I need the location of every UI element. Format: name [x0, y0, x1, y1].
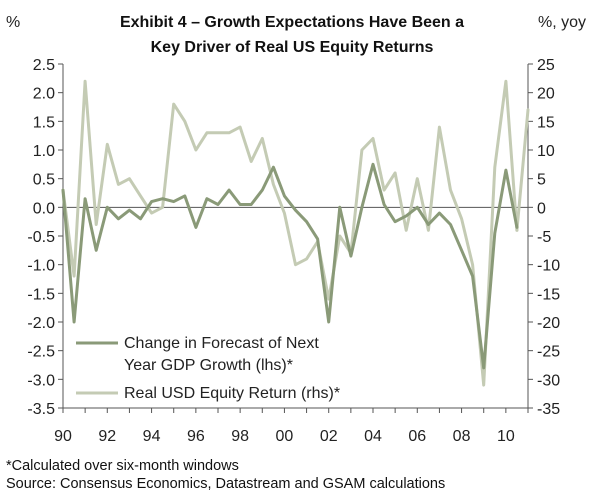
gdp-forecast-line [61, 162, 519, 370]
x-tick-label: 00 [276, 428, 294, 445]
left-tick-label: -3.5 [27, 401, 55, 418]
left-tick-label: -2.0 [27, 315, 55, 332]
right-tick-label: -15 [537, 286, 560, 303]
right-tick-label: 20 [537, 86, 555, 103]
right-tick-label: 5 [537, 172, 546, 189]
x-tick-label: 94 [143, 428, 161, 445]
legend-label-equity: Real USD Equity Return (rhs)* [124, 385, 340, 402]
left-tick-label: 1.0 [33, 143, 55, 160]
right-axis-unit: %, yoy [538, 14, 586, 31]
right-tick-label: 25 [537, 57, 555, 74]
left-tick-label: 2.5 [33, 57, 55, 74]
left-tick-labels: 2.5 2.0 1.5 1.0 0.5 0.0 -0.5 -1.0 -1.5 -2.0 -2.5 -3… [27, 57, 55, 418]
x-tick-label: 10 [497, 428, 515, 445]
left-tick-label: 0.5 [33, 172, 55, 189]
chart: Exhibit 4 – Growth Expectations Have Bee… [6, 14, 586, 445]
right-tick-label: -25 [537, 344, 560, 361]
right-tick-label: -10 [537, 258, 560, 275]
legend: Change in Forecast of Next Year GDP Grow… [76, 335, 340, 402]
right-tick-label: 0 [537, 200, 546, 217]
chart-title-line-2: Key Driver of Real US Equity Returns [151, 39, 434, 56]
right-tick-label: 15 [537, 114, 555, 131]
x-tick-label: 08 [453, 428, 471, 445]
left-tick-label: 0.0 [33, 200, 55, 217]
right-tick-label: 10 [537, 143, 555, 160]
legend-label-gdp-line-1: Change in Forecast of Next [124, 335, 319, 352]
x-tick-label: 06 [408, 428, 426, 445]
x-tick-label: 04 [364, 428, 382, 445]
equity-return-line [515, 108, 530, 232]
right-tick-label: -20 [537, 315, 560, 332]
legend-label-gdp-line-2: Year GDP Growth (lhs)* [124, 357, 293, 374]
right-tick-label: -5 [537, 229, 551, 246]
chart-title-line-1: Exhibit 4 – Growth Expectations Have Bee… [120, 14, 464, 31]
left-tick-label: -1.0 [27, 258, 55, 275]
left-tick-label: -0.5 [27, 229, 55, 246]
right-tick-label: -30 [537, 372, 560, 389]
series-lines [61, 79, 530, 387]
left-tick-label: 2.0 [33, 86, 55, 103]
footnote: *Calculated over six-month windows [6, 458, 239, 474]
x-tick-label: 02 [320, 428, 338, 445]
left-tick-label: -3.0 [27, 372, 55, 389]
left-tick-label: -2.5 [27, 344, 55, 361]
x-tick-label: 90 [54, 428, 72, 445]
left-tick-label: 1.5 [33, 114, 55, 131]
left-tick-label: -1.5 [27, 286, 55, 303]
x-tick-label: 92 [98, 428, 116, 445]
x-tick-label: 98 [231, 428, 249, 445]
right-tick-label: -35 [537, 401, 560, 418]
left-axis-unit: % [6, 14, 20, 31]
x-tick-labels: 90 92 94 96 98 00 02 04 06 08 10 [54, 428, 515, 445]
x-tick-label: 96 [187, 428, 205, 445]
source-note: Source: Consensus Economics, Datastream … [6, 476, 446, 492]
equity-return-line [61, 79, 519, 387]
right-tick-labels: 25 20 15 10 5 0 -5 -10 -15 -20 -25 -30 -35 [537, 57, 560, 418]
